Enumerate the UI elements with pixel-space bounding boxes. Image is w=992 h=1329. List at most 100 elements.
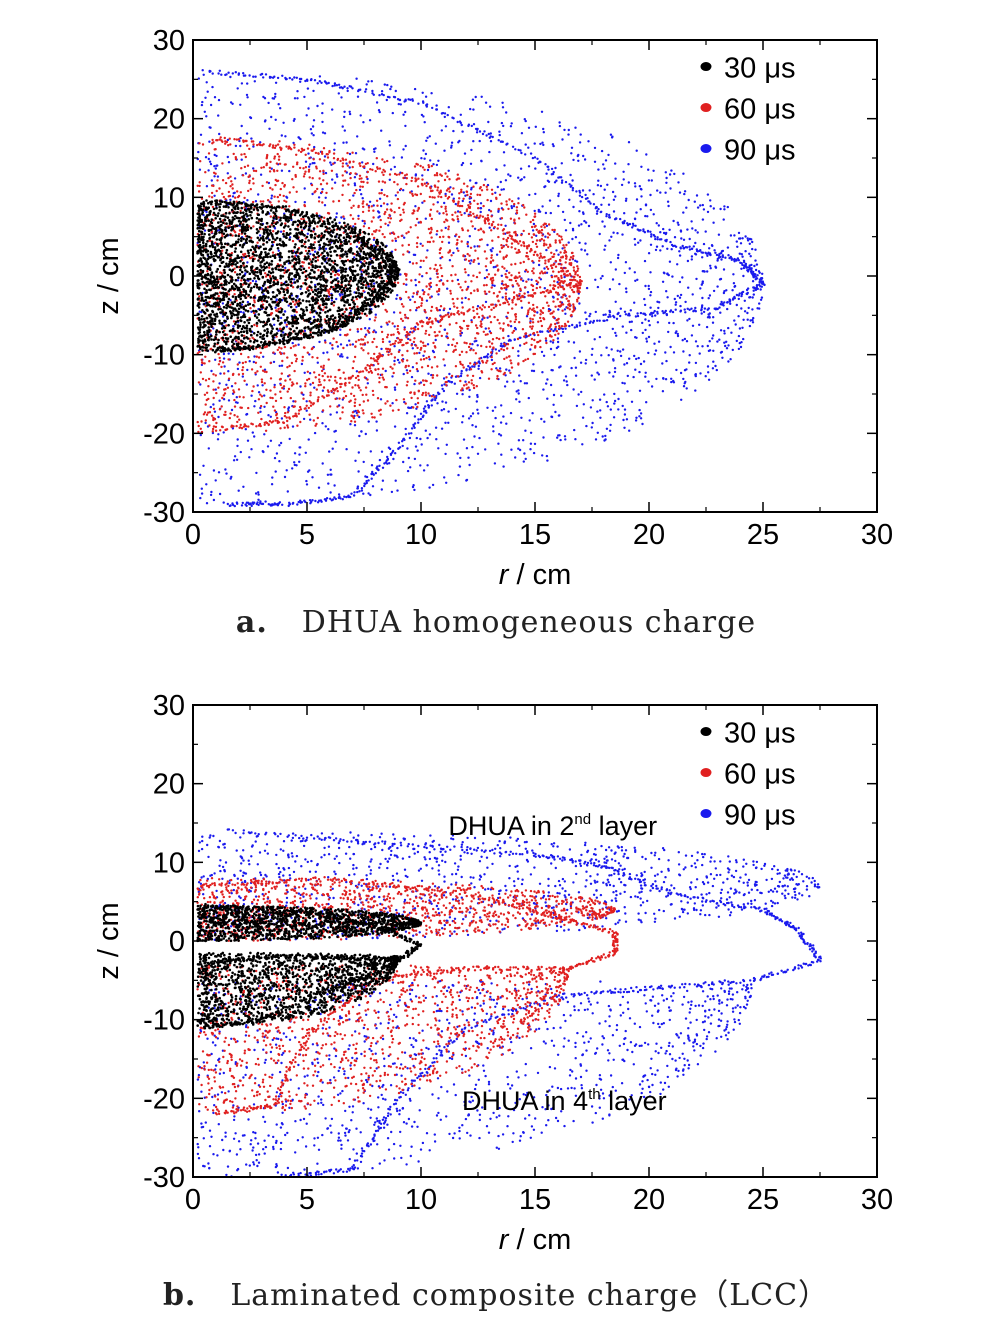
- data-point: [656, 300, 659, 303]
- data-point: [356, 95, 360, 98]
- data-point: [393, 211, 396, 214]
- data-point: [552, 393, 556, 397]
- data-point: [588, 314, 591, 318]
- data-point: [361, 185, 364, 188]
- data-point: [274, 118, 277, 122]
- data-point: [259, 410, 262, 413]
- data-point: [246, 199, 249, 202]
- data-point: [394, 452, 397, 455]
- data-point: [525, 341, 528, 344]
- data-point: [414, 325, 417, 329]
- data-point: [639, 239, 642, 242]
- data-point: [414, 344, 418, 347]
- data-point: [721, 254, 724, 257]
- data-point: [438, 287, 441, 291]
- data-point: [415, 309, 418, 312]
- data-point: [586, 197, 589, 200]
- data-point: [539, 345, 542, 349]
- data-point: [612, 375, 615, 378]
- data-point: [542, 131, 545, 134]
- data-point: [320, 190, 324, 194]
- data-point: [527, 146, 530, 149]
- data-point: [419, 340, 423, 343]
- data-point: [379, 204, 383, 208]
- data-point: [505, 111, 508, 114]
- data-point: [406, 469, 410, 473]
- data-point: [341, 87, 344, 90]
- data-point: [341, 165, 344, 168]
- data-point: [708, 247, 711, 250]
- data-point: [577, 159, 580, 162]
- data-point: [676, 221, 679, 224]
- data-point: [633, 237, 636, 241]
- data-point: [396, 327, 399, 331]
- data-point: [524, 429, 527, 432]
- data-point: [420, 366, 424, 369]
- data-point: [218, 382, 221, 385]
- data-point: [240, 279, 243, 282]
- data-point: [268, 266, 271, 269]
- data-point: [417, 418, 420, 421]
- data-point: [557, 194, 560, 198]
- data-point: [363, 335, 367, 338]
- data-point: [495, 197, 498, 201]
- data-point: [378, 215, 381, 218]
- data-point: [381, 233, 384, 236]
- data-point: [304, 153, 307, 156]
- data-point: [309, 311, 312, 314]
- data-point: [574, 438, 577, 441]
- data-point: [737, 315, 740, 318]
- data-point: [560, 181, 564, 184]
- data-point: [470, 220, 473, 223]
- data-point: [545, 172, 548, 175]
- data-point: [226, 386, 230, 389]
- data-point: [430, 92, 433, 95]
- data-point: [708, 340, 711, 343]
- data-point: [621, 233, 624, 236]
- data-point: [445, 481, 448, 484]
- data-point: [235, 501, 239, 504]
- data-point: [262, 200, 265, 203]
- data-point: [544, 211, 548, 215]
- data-point: [603, 248, 606, 251]
- data-point: [284, 135, 287, 138]
- data-point: [564, 312, 567, 315]
- data-point: [597, 207, 600, 211]
- data-point: [324, 498, 327, 501]
- data-point: [725, 340, 728, 343]
- data-point: [421, 391, 425, 395]
- data-point: [401, 440, 404, 443]
- data-point: [536, 281, 540, 284]
- data-point: [759, 298, 763, 301]
- data-point: [441, 255, 444, 259]
- data-point: [621, 381, 624, 385]
- data-point: [617, 408, 620, 411]
- data-point: [440, 174, 443, 177]
- data-point: [340, 353, 343, 356]
- data-point: [278, 364, 281, 368]
- data-point: [477, 412, 480, 415]
- data-point: [431, 196, 434, 199]
- data-point: [244, 155, 247, 159]
- data-point: [430, 309, 433, 312]
- data-point: [440, 384, 444, 387]
- data-point: [411, 347, 414, 350]
- data-point: [502, 373, 505, 376]
- data-point: [434, 398, 437, 402]
- data-point: [267, 414, 270, 417]
- data-point: [378, 167, 382, 170]
- data-point: [502, 465, 505, 468]
- data-point: [532, 352, 535, 356]
- data-point: [557, 270, 560, 274]
- data-point: [378, 464, 381, 467]
- data-point: [279, 396, 283, 400]
- data-point: [635, 357, 638, 361]
- data-point: [317, 269, 320, 272]
- data-point: [310, 288, 313, 292]
- data-point: [587, 224, 591, 228]
- data-point: [206, 90, 209, 93]
- data-point: [676, 332, 679, 336]
- data-point: [214, 172, 217, 175]
- data-point: [211, 85, 214, 89]
- data-point: [238, 395, 241, 398]
